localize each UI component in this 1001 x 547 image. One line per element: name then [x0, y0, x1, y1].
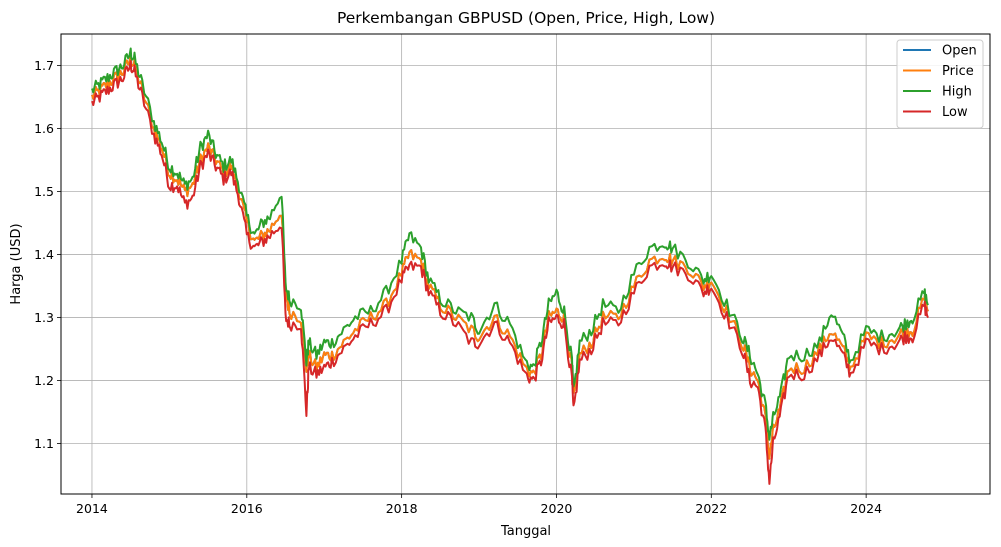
y-axis-label: Harga (USD) — [9, 223, 24, 304]
y-tick-label: 1.4 — [34, 247, 54, 262]
series-line-low — [91, 60, 929, 485]
legend-label-low: Low — [942, 105, 968, 120]
series-lines — [91, 47, 929, 485]
y-tick-label: 1.7 — [34, 58, 54, 73]
x-tick-label: 2020 — [541, 501, 573, 516]
series-line-price — [91, 53, 929, 460]
x-axis-label: Tanggal — [500, 524, 551, 539]
legend-label-high: High — [942, 85, 972, 100]
series-line-open — [91, 53, 929, 460]
legend-label-price: Price — [942, 64, 974, 79]
x-tick-label: 2016 — [231, 501, 263, 516]
x-tick-label: 2014 — [76, 501, 108, 516]
x-tick-label: 2022 — [695, 501, 727, 516]
x-tick-label: 2018 — [386, 501, 418, 516]
legend-label-open: Open — [942, 44, 977, 59]
plot-frame — [60, 33, 991, 495]
x-tick-label: 2024 — [850, 501, 882, 516]
y-tick-label: 1.1 — [34, 436, 54, 451]
x-axis-ticks: 2014 2016 2018 2020 2022 2024 — [76, 494, 882, 516]
grid-lines — [61, 34, 990, 494]
legend-box — [896, 39, 984, 129]
legend: Open Price High Low — [896, 39, 984, 129]
chart-title: Perkembangan GBPUSD (Open, Price, High, … — [337, 9, 715, 27]
y-tick-label: 1.6 — [34, 121, 54, 136]
y-tick-label: 1.3 — [34, 310, 54, 325]
y-tick-label: 1.2 — [34, 373, 54, 388]
series-line-high — [91, 47, 929, 441]
y-tick-label: 1.5 — [34, 184, 54, 199]
y-axis-ticks: 1.1 1.2 1.3 1.4 1.5 1.6 1.7 — [34, 58, 61, 451]
